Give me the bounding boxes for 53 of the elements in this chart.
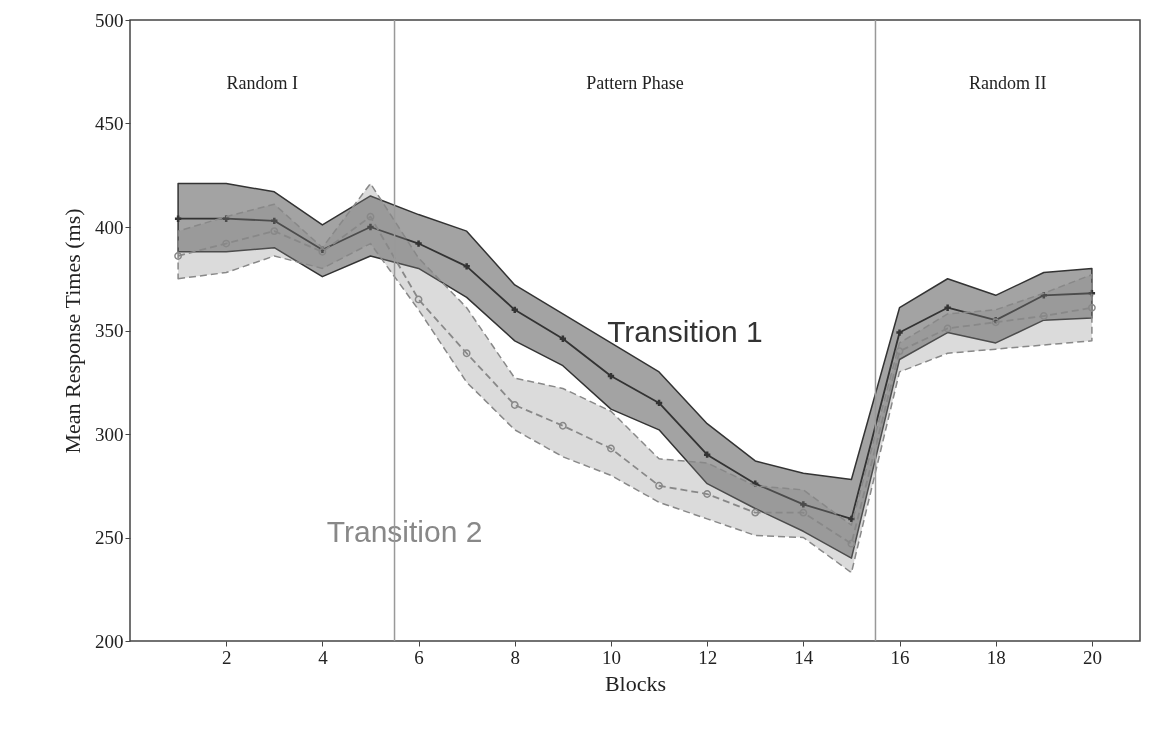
x-tick-label: 20 bbox=[1082, 646, 1102, 668]
point bbox=[703, 490, 712, 498]
y-tick-label: 450 bbox=[95, 113, 124, 134]
point bbox=[462, 349, 471, 358]
point bbox=[270, 227, 279, 236]
annotation: Random II bbox=[969, 73, 1047, 93]
point bbox=[174, 215, 182, 222]
x-tick-label: 8 bbox=[510, 646, 521, 668]
point bbox=[751, 508, 760, 517]
point bbox=[414, 295, 423, 304]
y-axis-title: Mean Response Times (ms) bbox=[60, 208, 85, 454]
point bbox=[415, 240, 422, 247]
point bbox=[607, 444, 615, 453]
point bbox=[511, 306, 518, 313]
point bbox=[1087, 303, 1096, 312]
point bbox=[799, 508, 808, 517]
x-tick-label: 6 bbox=[414, 646, 424, 668]
series-label: Transition 1 bbox=[607, 314, 763, 348]
annotation: Random I bbox=[226, 73, 299, 93]
point bbox=[896, 329, 903, 336]
annotation: Pattern Phase bbox=[586, 73, 684, 93]
x-tick-label: 4 bbox=[318, 646, 329, 668]
point bbox=[944, 304, 951, 311]
point bbox=[463, 263, 470, 270]
point bbox=[800, 501, 807, 508]
point bbox=[174, 252, 183, 260]
point bbox=[848, 515, 855, 523]
point bbox=[655, 481, 663, 490]
point bbox=[1088, 290, 1096, 297]
point bbox=[1040, 292, 1047, 299]
y-tick-label: 400 bbox=[95, 216, 124, 238]
point bbox=[510, 401, 519, 409]
x-tick-label: 18 bbox=[986, 646, 1006, 668]
y-tick-label: 200 bbox=[95, 630, 124, 652]
x-tick-label: 16 bbox=[890, 646, 910, 668]
point bbox=[271, 217, 278, 224]
point bbox=[703, 451, 711, 458]
point bbox=[1039, 312, 1048, 320]
point bbox=[847, 539, 856, 548]
x-tick-label: 2 bbox=[221, 646, 232, 668]
y-tick-label: 500 bbox=[95, 9, 124, 31]
x-tick-label: 10 bbox=[601, 646, 621, 668]
x-tick-label: 12 bbox=[698, 646, 718, 668]
point bbox=[558, 421, 567, 430]
point bbox=[223, 215, 230, 222]
point bbox=[943, 324, 952, 333]
y-tick-label: 350 bbox=[95, 320, 124, 341]
y-tick-label: 300 bbox=[95, 423, 124, 445]
x-axis-title: Blocks bbox=[604, 670, 667, 696]
point bbox=[367, 223, 374, 231]
y-tick-label: 250 bbox=[95, 527, 124, 548]
point bbox=[752, 480, 759, 487]
x-tick-label: 14 bbox=[794, 646, 814, 668]
